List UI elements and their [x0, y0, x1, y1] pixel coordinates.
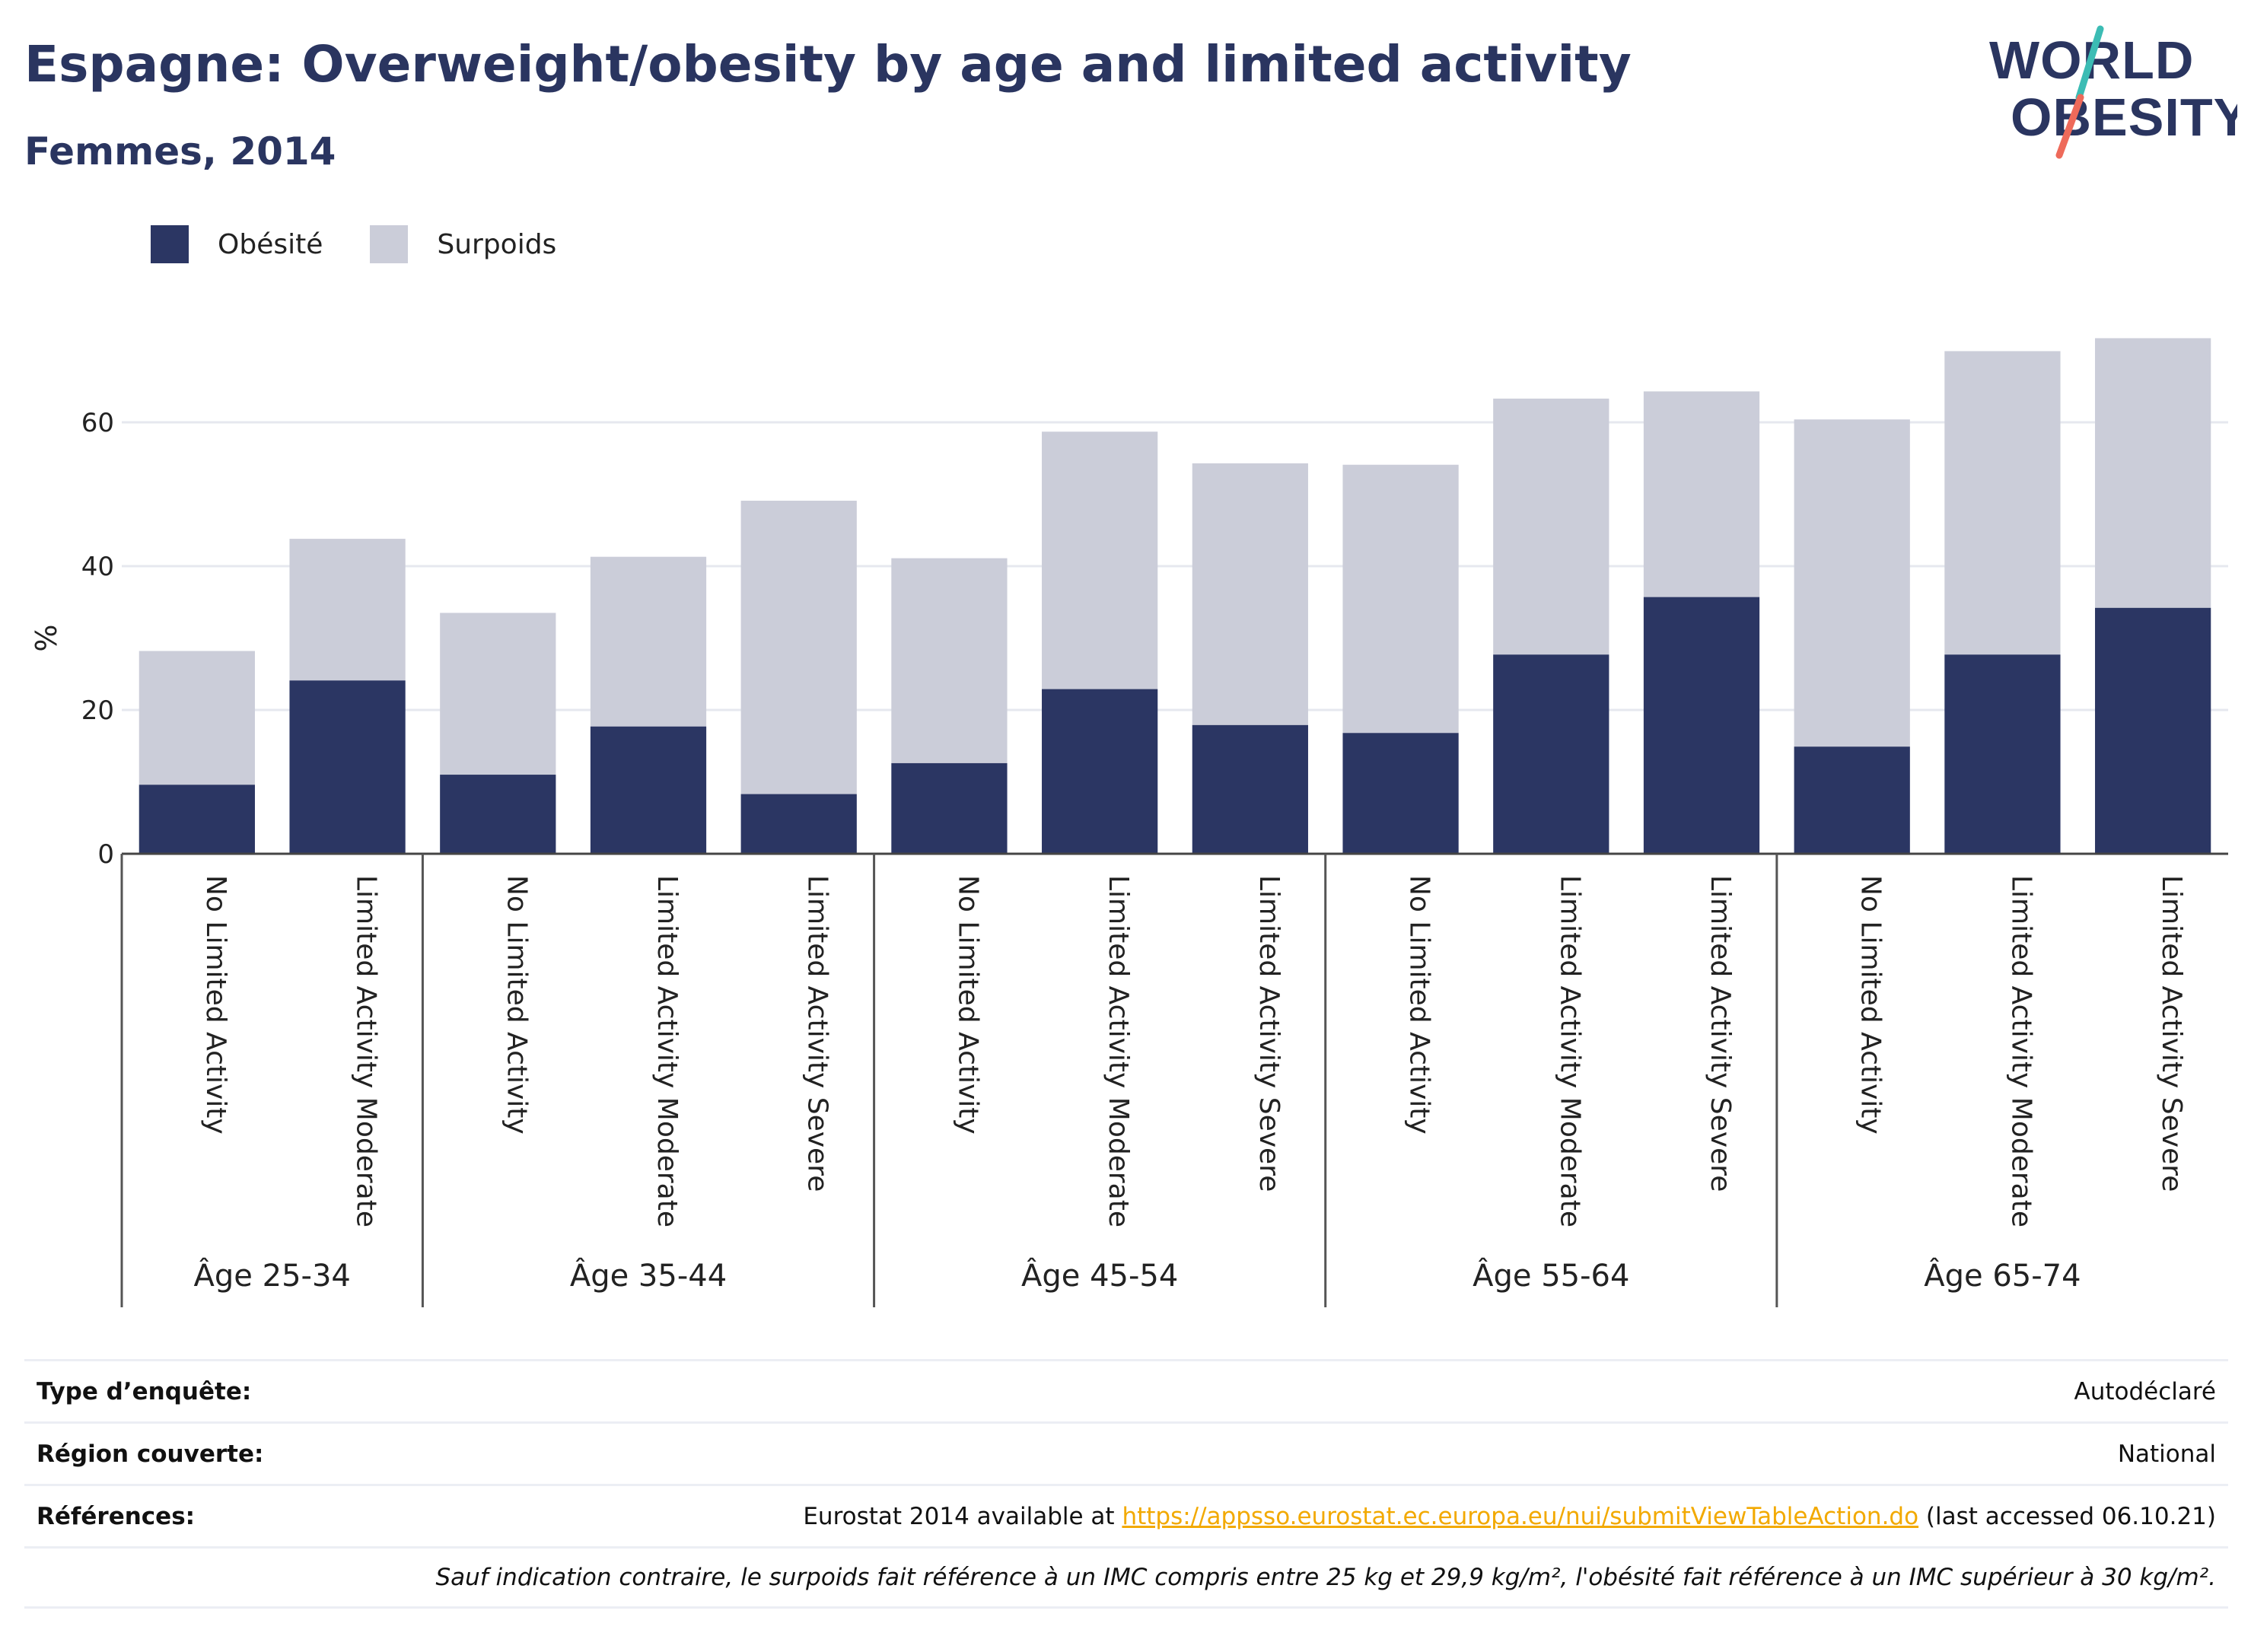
info-row-references: Références: Eurostat 2014 available at h… — [24, 1484, 2228, 1546]
legend-swatch-obesity — [151, 225, 189, 263]
logo-slash-teal — [2075, 25, 2104, 101]
bar-obesity — [138, 785, 255, 854]
info-row-survey-type: Type d’enquête: Autodéclaré — [24, 1359, 2228, 1421]
x-tick-label: No Limited Activity — [952, 875, 983, 1135]
bar-obesity — [740, 794, 857, 854]
legend-item-overweight[interactable]: Surpoids — [370, 225, 556, 263]
x-tick-label: Limited Activity Moderate — [1554, 875, 1585, 1227]
bar-obesity — [1493, 654, 1609, 854]
bar-overweight — [590, 556, 707, 727]
x-tick-label: Limited Activity Severe — [1253, 875, 1285, 1192]
bar-overweight — [1342, 464, 1459, 734]
references-value: Eurostat 2014 available at https://appss… — [803, 1503, 2216, 1530]
bar-obesity — [1944, 654, 2061, 854]
logo-line-2: OBESITY — [2011, 88, 2237, 147]
bar-obesity — [2095, 607, 2211, 854]
x-tick-label: No Limited Activity — [1404, 875, 1435, 1135]
logo-slash-red — [2055, 94, 2084, 159]
group-label: Âge 35-44 — [570, 1257, 727, 1294]
references-prefix: Eurostat 2014 available at — [803, 1502, 1122, 1530]
y-axis-label: % — [30, 624, 63, 651]
bar-overweight — [440, 613, 556, 775]
info-table: Type d’enquête: Autodéclaré Région couve… — [24, 1359, 2228, 1609]
bar-overweight — [740, 501, 857, 794]
survey-type-value: Autodéclaré — [2074, 1377, 2216, 1405]
group-label: Âge 65-74 — [1924, 1257, 2081, 1294]
x-tick-label: Limited Activity Moderate — [351, 875, 382, 1227]
info-row-note: Sauf indication contraire, le surpoids f… — [24, 1546, 2228, 1609]
bar-overweight — [289, 539, 406, 681]
region-label: Région couverte: — [37, 1440, 264, 1468]
x-tick-label: No Limited Activity — [1855, 875, 1886, 1135]
bar-overweight — [1794, 419, 1910, 747]
bar-obesity — [289, 680, 406, 854]
bar-overweight — [1493, 398, 1609, 655]
bar-overweight — [2095, 338, 2211, 608]
x-tick-label: Limited Activity Severe — [802, 875, 833, 1192]
x-tick-label: Limited Activity Severe — [2156, 875, 2187, 1192]
bar-obesity — [1192, 724, 1308, 854]
legend-label-overweight: Surpoids — [437, 228, 557, 260]
bar-obesity — [1643, 597, 1760, 854]
bar-overweight — [1944, 351, 2061, 655]
bar-overweight — [1192, 463, 1308, 725]
group-label: Âge 45-54 — [1021, 1257, 1178, 1294]
bar-obesity — [590, 726, 707, 854]
region-value: National — [2117, 1440, 2216, 1468]
bar-overweight — [891, 558, 1008, 763]
x-tick-label: Limited Activity Moderate — [1103, 875, 1134, 1227]
legend-swatch-overweight — [370, 225, 409, 263]
y-tick-label: 0 — [97, 839, 114, 870]
chart-subtitle: Femmes, 2014 — [24, 129, 336, 173]
y-tick-label: 20 — [81, 695, 114, 726]
chart-title: Espagne: Overweight/obesity by age and l… — [24, 35, 1632, 94]
bar-obesity — [1342, 733, 1459, 854]
bar-overweight — [1643, 391, 1760, 597]
bar-obesity — [1794, 746, 1910, 854]
references-link[interactable]: https://appsso.eurostat.ec.europa.eu/nui… — [1122, 1502, 1919, 1530]
bar-obesity — [440, 775, 556, 854]
y-tick-label: 60 — [81, 408, 114, 438]
y-tick-label: 40 — [81, 552, 114, 582]
bar-overweight — [1042, 431, 1158, 689]
x-tick-label: No Limited Activity — [501, 875, 532, 1135]
x-tick-label: Limited Activity Severe — [1705, 875, 1736, 1192]
references-suffix: (last accessed 06.10.21) — [1918, 1502, 2216, 1530]
info-row-region: Région couverte: National — [24, 1421, 2228, 1484]
bar-obesity — [891, 762, 1008, 854]
bmi-note: Sauf indication contraire, le surpoids f… — [435, 1564, 2216, 1591]
chart-legend: Obésité Surpoids — [151, 225, 603, 263]
bar-overweight — [138, 651, 255, 785]
stacked-bar-chart: 0 20 40 60% No Limited Activity Limited Activ… — [30, 338, 2228, 1307]
x-tick-label: Limited Activity Moderate — [651, 875, 683, 1227]
references-label: Références: — [37, 1502, 196, 1530]
world-obesity-logo: WORLD OBESITY — [1989, 25, 2237, 159]
legend-item-obesity[interactable]: Obésité — [151, 225, 323, 263]
bar-obesity — [1042, 689, 1158, 854]
legend-label-obesity: Obésité — [218, 228, 323, 260]
group-label: Âge 25-34 — [194, 1257, 351, 1294]
survey-type-label: Type d’enquête: — [37, 1377, 252, 1405]
group-label: Âge 55-64 — [1473, 1257, 1629, 1294]
x-tick-label: No Limited Activity — [200, 875, 231, 1135]
x-tick-label: Limited Activity Moderate — [2005, 875, 2036, 1227]
